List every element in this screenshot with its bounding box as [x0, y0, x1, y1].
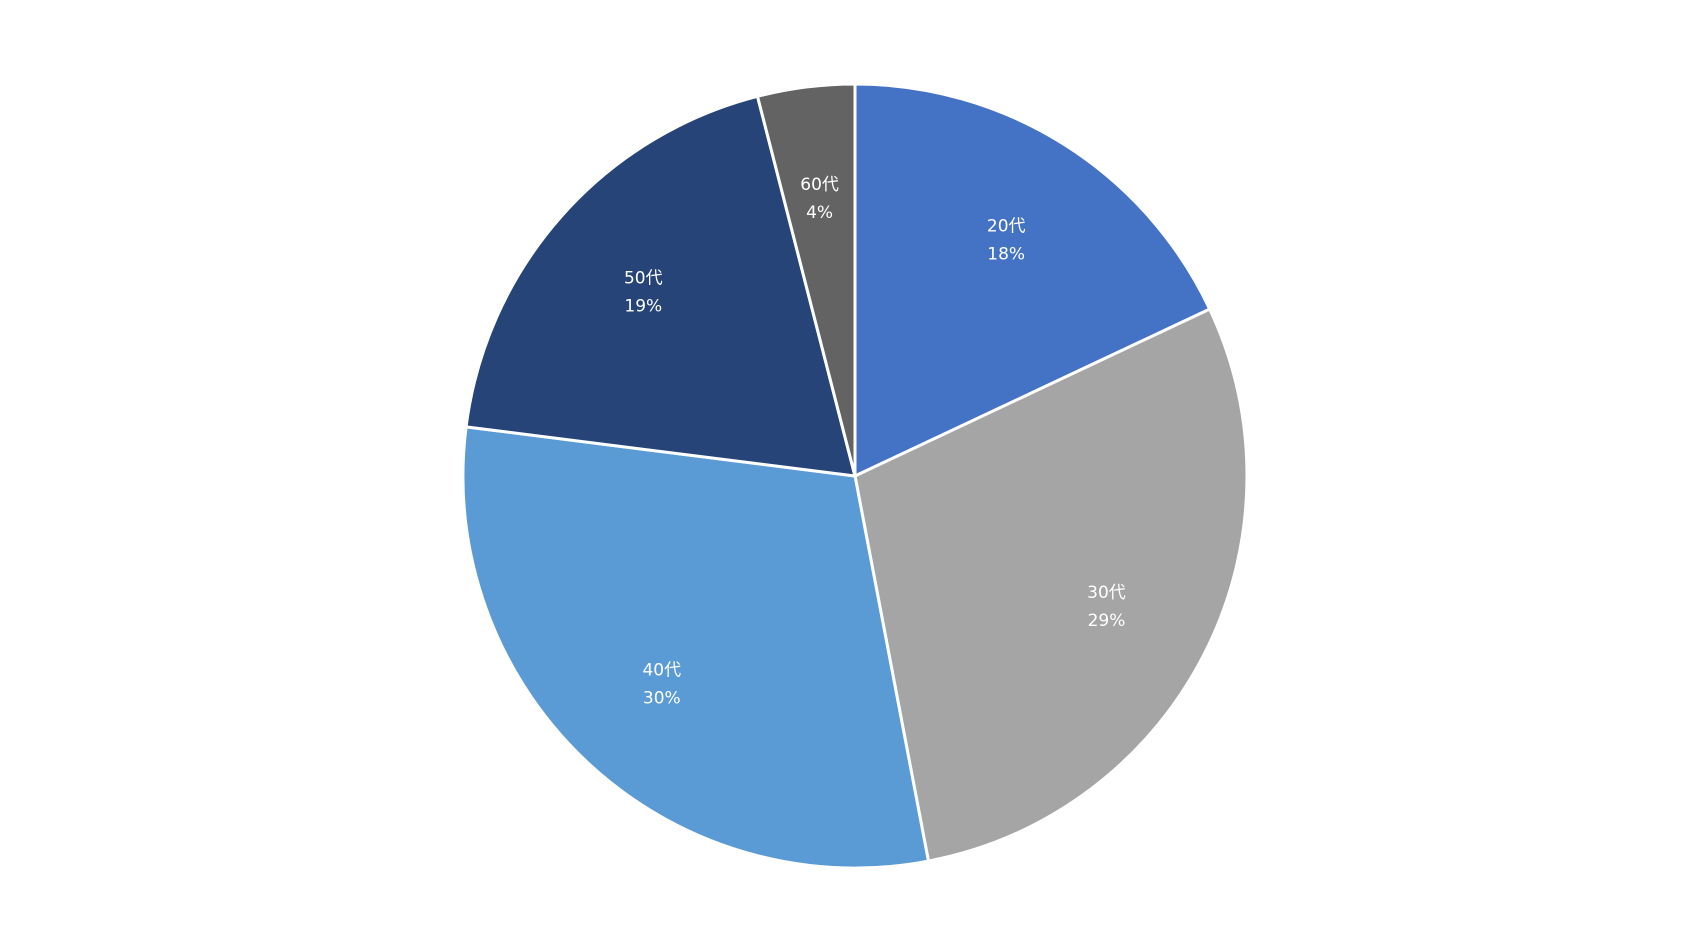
- pie-slice-3: [461, 425, 930, 870]
- pie-slice-5: [756, 82, 857, 478]
- slice-category-label: 30代: [1087, 583, 1126, 603]
- pie-slices: [461, 82, 1249, 870]
- slice-percent-label: 29%: [1088, 611, 1126, 631]
- slice-percent-label: 19%: [624, 296, 662, 316]
- slice-category-label: 20代: [987, 217, 1026, 237]
- pie-data-labels: 20代 18% 30代 29% 40代 30% 50代 19% 60代 4%: [624, 175, 1126, 709]
- slice-category-label: 50代: [624, 268, 663, 288]
- slice-percent-label: 4%: [806, 203, 833, 223]
- slice-percent-label: 30%: [643, 689, 681, 709]
- pie-slice-2: [853, 307, 1249, 863]
- pie-slice-1: [853, 82, 1212, 478]
- slice-category-label: 60代: [800, 175, 839, 195]
- pie-slice-4: [464, 94, 857, 478]
- slice-percent-label: 18%: [987, 245, 1025, 265]
- slice-category-label: 40代: [642, 661, 681, 681]
